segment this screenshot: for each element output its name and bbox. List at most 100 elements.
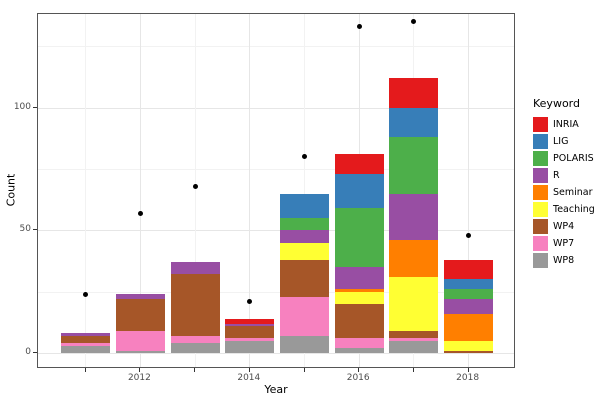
gridline-x-major: [139, 14, 141, 367]
bar-segment-WP4-2016: [334, 303, 384, 339]
bar-segment-R-2013: [170, 262, 220, 275]
bar-segment-WP8-2017: [389, 340, 439, 353]
bar-segment-Teaching-2015: [280, 242, 329, 260]
bar-segment-WP8-2016: [334, 348, 384, 353]
legend-label-R: R: [553, 170, 560, 181]
bar-segment-WP4-2017: [389, 330, 439, 339]
legend-entry-LIG: LIG: [533, 133, 580, 150]
y-tick-0: [33, 352, 37, 353]
bar-segment-POLARIS-2018: [444, 289, 494, 300]
legend-swatch-POLARIS: [533, 151, 548, 166]
plot-panel: [37, 13, 515, 368]
bar-segment-WP8-2013: [170, 343, 220, 353]
legend-entry-INRIA: INRIA: [533, 116, 580, 133]
bar-segment-WP7-2012: [115, 330, 165, 351]
bar-segment-R-2014: [225, 323, 275, 326]
data-point-2017: [411, 19, 417, 25]
gridline-y-major: [38, 353, 514, 354]
bar-segment-WP8-2015: [280, 335, 329, 353]
legend-entry-WP4: WP4: [533, 218, 580, 235]
x-tick-2017: [412, 368, 414, 372]
gridline-y-major: [38, 107, 514, 109]
x-axis-title: Year: [264, 383, 288, 396]
data-point-2012: [137, 210, 143, 216]
bar-segment-WP7-2011: [61, 343, 111, 346]
gridline-x-major: [468, 14, 470, 367]
data-point-2014: [247, 298, 253, 304]
legend-swatch-WP7: [533, 236, 548, 251]
legend-label-LIG: LIG: [553, 136, 569, 147]
bar-segment-WP7-2013: [170, 335, 220, 344]
legend-entry-Teaching: Teaching: [533, 201, 595, 218]
bar-segment-R-2012: [115, 294, 165, 300]
legend-entry-WP8: WP8: [533, 252, 580, 269]
x-tick-label-2014: 2014: [237, 373, 261, 383]
legend: Keyword INRIA LIG POLARIS R Seminar Teaching W…: [533, 97, 595, 269]
bar-segment-WP4-2013: [170, 274, 220, 336]
bar-segment-WP4-2011: [61, 335, 111, 344]
bar-segment-POLARIS-2017: [389, 137, 439, 194]
bar-segment-WP8-2014: [225, 340, 275, 353]
bar-segment-R-2016: [334, 267, 384, 290]
legend-entries: INRIA LIG POLARIS R Seminar Teaching WP4 WP7 WP8: [533, 116, 595, 269]
bar-segment-Teaching-2016: [334, 291, 384, 304]
legend-entry-Seminar: Seminar: [533, 184, 593, 201]
gridline-y-minor: [38, 46, 514, 48]
y-tick-label-0: 0: [25, 347, 31, 357]
legend-entry-POLARIS: POLARIS: [533, 150, 594, 167]
legend-label-Teaching: Teaching: [553, 204, 595, 215]
data-point-2013: [192, 183, 198, 189]
bar-segment-Teaching-2018: [444, 340, 494, 351]
bar-segment-WP8-2011: [61, 345, 111, 353]
legend-swatch-Seminar: [533, 185, 548, 200]
x-tick-2018: [467, 368, 469, 372]
bar-segment-WP4-2018: [444, 350, 494, 353]
y-tick-50: [33, 229, 37, 231]
y-tick-label-100: 100: [13, 101, 31, 112]
legend-swatch-R: [533, 168, 548, 183]
bar-segment-Seminar-2017: [389, 240, 439, 277]
data-point-2015: [302, 154, 307, 160]
legend-swatch-LIG: [533, 134, 548, 149]
legend-label-POLARIS: POLARIS: [553, 153, 594, 164]
y-axis-title: Count: [4, 173, 18, 207]
gridline-y-minor: [38, 169, 514, 170]
gridline-x-major: [249, 14, 251, 367]
bar-segment-LIG-2015: [280, 193, 329, 219]
y-tick-100: [33, 106, 37, 108]
legend-entry-R: R: [533, 167, 580, 184]
bar-segment-WP4-2014: [225, 326, 275, 339]
x-tick-2016: [358, 368, 360, 372]
gridline-x-minor: [194, 14, 196, 367]
bar-segment-WP7-2014: [225, 338, 275, 341]
legend-entry-WP7: WP7: [533, 235, 580, 252]
legend-swatch-INRIA: [533, 117, 548, 132]
bar-segment-LIG-2017: [389, 107, 439, 138]
legend-label-INRIA: INRIA: [553, 119, 579, 130]
bar-segment-POLARIS-2015: [280, 218, 329, 231]
bar-segment-INRIA-2017: [389, 78, 439, 108]
data-point-2011: [83, 291, 89, 297]
x-tick-label-2018: 2018: [456, 373, 480, 383]
legend-swatch-WP4: [533, 219, 548, 234]
bar-segment-R-2015: [280, 230, 329, 243]
bar-segment-R-2011: [61, 333, 111, 336]
bar-segment-LIG-2016: [334, 173, 384, 209]
legend-title: Keyword: [533, 97, 580, 110]
bar-segment-INRIA-2018: [444, 259, 494, 280]
bar-segment-WP8-2012: [115, 350, 165, 353]
data-point-2018: [466, 232, 472, 238]
gridline-x-minor: [85, 14, 87, 367]
x-tick-2015: [303, 368, 305, 372]
legend-swatch-WP8: [533, 253, 548, 268]
x-tick-2011: [84, 368, 86, 372]
gridline-y-major: [38, 230, 514, 232]
bar-segment-INRIA-2016: [334, 154, 384, 174]
bar-segment-R-2017: [389, 193, 439, 241]
legend-label-WP8: WP8: [553, 255, 575, 266]
legend-label-Seminar: Seminar: [553, 187, 593, 198]
x-tick-label-2012: 2012: [127, 373, 151, 383]
gridline-y-minor: [38, 291, 514, 293]
data-point-2016: [356, 24, 362, 30]
